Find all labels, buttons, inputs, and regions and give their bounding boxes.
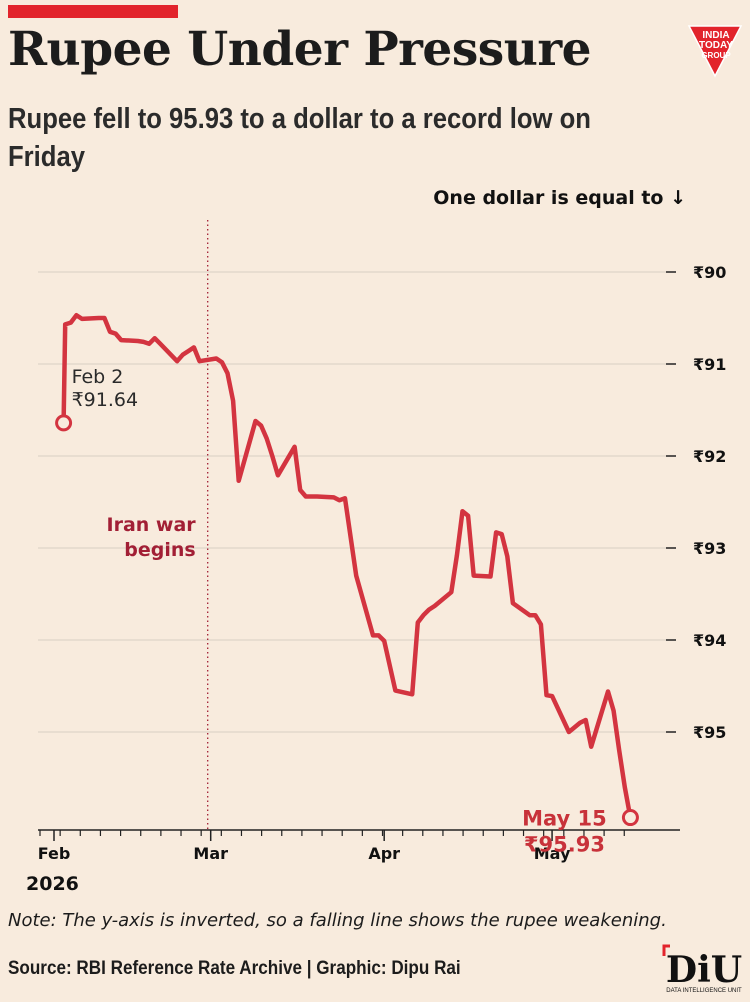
y-tick-label: ₹93 xyxy=(693,539,726,558)
x-tick-label: May xyxy=(534,844,571,863)
y-axis: ₹90 ₹91 ₹92 ₹93 ₹94 ₹95 xyxy=(666,263,726,742)
chart-subtitle: Rupee fell to 95.93 to a dollar to a rec… xyxy=(8,103,591,173)
start-label-value: ₹91.64 xyxy=(72,389,138,411)
end-point-marker xyxy=(621,809,639,827)
logo-line-3: GROUP xyxy=(701,51,731,60)
x-axis-minor-ticks xyxy=(39,830,625,836)
chart-note: Note: The y-axis is inverted, so a falli… xyxy=(8,910,667,931)
logo-line-1: INDIA xyxy=(702,30,729,41)
diu-logo-text: DiU xyxy=(666,949,742,991)
end-label-value: ₹95.93 xyxy=(524,833,605,857)
diu-logo-subtitle: DATA INTELLIGENCE UNIT xyxy=(666,988,742,994)
x-tick-label: Mar xyxy=(193,844,228,863)
chart-source: Source: RBI Reference Rate Archive | Gra… xyxy=(8,958,461,979)
logo-line-2: TODAY xyxy=(699,40,733,51)
y-tick-label: ₹95 xyxy=(693,723,726,742)
x-tick-label: Feb xyxy=(38,844,71,863)
y-tick-label: ₹90 xyxy=(693,263,726,282)
event-label-line-1: Iran war xyxy=(107,514,197,536)
diu-logo: DiU DATA INTELLIGENCE UNIT xyxy=(662,944,742,994)
start-point-marker xyxy=(55,414,73,432)
event-label-line-2: begins xyxy=(124,539,195,561)
rupee-rate-line xyxy=(61,312,633,820)
y-axis-label: One dollar is equal to ↓ xyxy=(433,187,686,209)
x-axis-year-label: 2026 xyxy=(26,873,79,895)
x-axis: Feb Mar Apr May xyxy=(38,830,571,863)
accent-bar xyxy=(8,5,178,18)
gridlines xyxy=(38,271,666,733)
end-label-date: May 15 xyxy=(522,807,607,831)
line-chart: One dollar is equal to ↓ ₹90 ₹91 ₹92 ₹93 ₹94… xyxy=(26,187,726,895)
y-tick-label: ₹92 xyxy=(693,447,726,466)
y-tick-label: ₹91 xyxy=(693,355,726,374)
x-tick-label: Apr xyxy=(368,844,400,863)
start-label-date: Feb 2 xyxy=(72,366,124,388)
india-today-group-logo: INDIA TODAY GROUP xyxy=(687,25,743,78)
y-tick-label: ₹94 xyxy=(693,631,726,650)
chart-title: Rupee Under Pressure xyxy=(8,22,592,77)
